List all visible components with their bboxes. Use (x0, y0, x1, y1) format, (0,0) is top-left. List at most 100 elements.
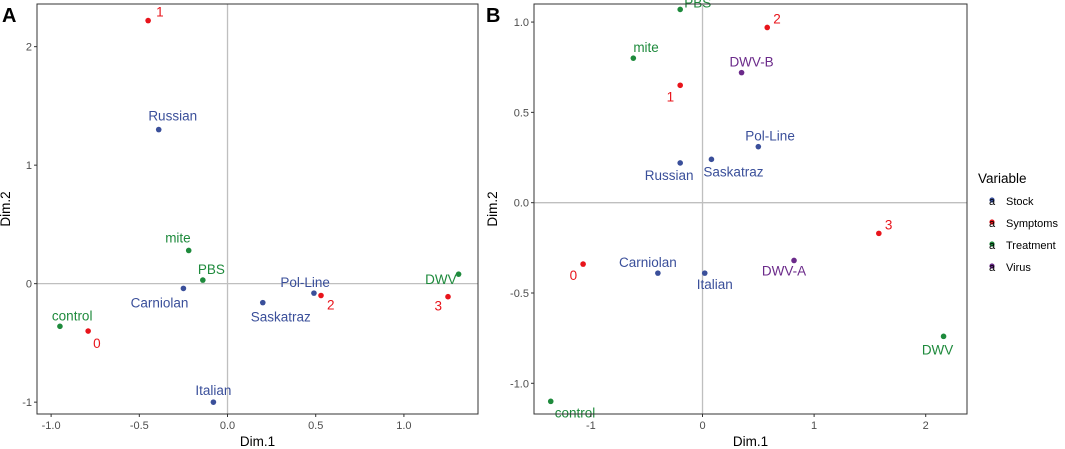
panel-b-point-label-3: 3 (885, 217, 893, 232)
panel-a-point-saskatraz (259, 299, 266, 306)
panel-a-point-3 (445, 293, 451, 300)
panel-a-x-ticks: -1.0 -0.5 0.0 0.5 1.0 (42, 414, 412, 432)
panel-b-point-italian (701, 270, 708, 276)
panel-a-point-0 (85, 328, 91, 334)
panel-b-y-axis-title: Dim.2 (485, 191, 500, 226)
panel-a-point-control (57, 323, 63, 330)
panel-b-points: PBS 2 mite DWV-B 1 Pol-Line Russian Saskatraz 3 0… (547, 0, 954, 420)
panel-a-point-label-0: 0 (93, 336, 101, 351)
panel-b-point-label-pbs: PBS (684, 0, 711, 10)
legend-key-stock (989, 197, 995, 203)
panel-a-point-label-italian: Italian (195, 383, 231, 398)
panel-b-x-tick-label: 0 (699, 420, 705, 432)
panel-a-point-pol-line (311, 290, 317, 296)
panel-a-point-label-carniolan: Carniolan (131, 295, 189, 310)
panel-b-y-tick-label: 1.0 (514, 17, 529, 29)
legend-label-symptoms: Symptoms (1006, 218, 1058, 230)
panel-a-point-russian (155, 126, 162, 133)
panel-b-point-control (547, 398, 554, 405)
panel-b-point-dwv-b (738, 69, 745, 76)
panel-a-point-label-dwv: DWV (425, 272, 457, 287)
legend-glyph-symptoms: a (989, 218, 996, 230)
panel-b-point-label-russian: Russian (645, 168, 694, 183)
panel-a-y-tick-label: -1 (22, 397, 32, 409)
panel-a-point-2 (318, 292, 324, 299)
panel-b-frame (533, 3, 968, 415)
panel-b-point-label-0: 0 (570, 268, 578, 283)
panel-a-point-label-saskatraz: Saskatraz (251, 310, 311, 325)
panel-a-x-tick-label: 0.5 (308, 420, 323, 432)
panel-a-x-tick-label: 1.0 (396, 420, 411, 432)
panel-a-point-dwv (455, 271, 462, 277)
panel-a-point-pbs (200, 277, 206, 283)
panel-b-y-tick-label: 0.5 (514, 107, 529, 119)
panel-b-point-saskatraz (708, 156, 715, 163)
panel-a-point-label-control: control (52, 308, 93, 323)
panel-b-point-label-2: 2 (773, 11, 781, 26)
panel-b-point-dwv (940, 333, 947, 340)
legend-glyph-stock: a (989, 196, 996, 208)
legend-label-treatment: Treatment (1006, 240, 1056, 252)
legend-glyph-virus: a (989, 262, 996, 274)
panel-b-point-carniolan (655, 270, 661, 276)
panel-b-point-label-italian: Italian (697, 277, 733, 292)
panel-b-point-label-pol-line: Pol-Line (745, 129, 795, 144)
panel-b-point-1 (677, 82, 683, 89)
panel-b-tag: B (486, 5, 500, 27)
panel-a-point-label-2: 2 (327, 298, 335, 313)
panel-b-point-label-control: control (555, 405, 596, 420)
panel-a-x-axis-title: Dim.1 (240, 434, 275, 449)
panel-a-y-ticks: -1 0 1 2 (22, 42, 37, 409)
panel-a-point-italian (210, 399, 217, 405)
panel-a-point-label-pbs: PBS (198, 262, 225, 277)
panel-b-point-0 (580, 261, 586, 267)
panel-b: B PBS 2 mite DWV-B 1 Pol-Line Russian Saskatraz… (485, 0, 968, 449)
panel-a-x-tick-label: 0.0 (220, 420, 235, 432)
legend-title: Variable (978, 171, 1027, 186)
panel-a-point-1 (145, 17, 151, 24)
panel-b-point-pbs (677, 6, 683, 13)
legend-key-virus (989, 263, 995, 269)
panel-b-y-tick-label: -1.0 (510, 378, 529, 390)
panel-b-x-tick-label: 1 (811, 420, 817, 432)
panel-b-point-label-dwv-a: DWV-A (762, 263, 806, 278)
panel-a-point-label-russian: Russian (148, 109, 197, 124)
panel-a-x-tick-label: -0.5 (130, 420, 149, 432)
panel-b-point-label-dwv: DWV (922, 342, 954, 357)
panel-b-point-pol-line (755, 143, 762, 150)
panel-b-y-ticks: -1.0 -0.5 0.0 0.5 1.0 (510, 17, 534, 390)
panel-a-tag: A (2, 5, 16, 27)
panel-b-point-label-carniolan: Carniolan (619, 255, 677, 270)
panel-b-point-3 (876, 230, 882, 237)
panel-b-point-label-dwv-b: DWV-B (729, 55, 773, 70)
panel-b-x-tick-label: -1 (586, 420, 596, 432)
panel-b-x-tick-label: 2 (923, 420, 929, 432)
panel-a-point-label-pol-line: Pol-Line (280, 275, 330, 290)
panel-a: A 1 Russian mite PBS Carniolan Pol-Line 2 Saska… (0, 3, 479, 449)
legend-label-stock: Stock (1006, 196, 1034, 208)
panel-b-zero-lines (534, 4, 967, 414)
panel-b-y-tick-label: 0.0 (514, 198, 529, 210)
legend-key-treatment (989, 241, 995, 247)
panel-a-frame (36, 3, 479, 415)
legend-label-virus: Virus (1006, 262, 1031, 274)
panel-a-points: 1 Russian mite PBS Carniolan Pol-Line 2 Saskatr… (52, 5, 462, 405)
panel-b-y-tick-label: -0.5 (510, 288, 529, 300)
panel-a-y-tick-label: 2 (26, 42, 32, 54)
panel-b-x-axis-title: Dim.1 (733, 434, 768, 449)
panel-b-point-2 (764, 24, 771, 31)
panel-b-point-label-1: 1 (667, 89, 675, 104)
legend-key-symptoms (989, 219, 995, 225)
panel-a-y-tick-label: 0 (26, 279, 32, 291)
panel-b-point-mite (630, 55, 637, 61)
panel-b-point-label-saskatraz: Saskatraz (703, 164, 763, 179)
legend-glyph-treatment: a (989, 240, 996, 252)
panel-a-y-axis-title: Dim.2 (0, 191, 13, 226)
panel-b-point-dwv-a (791, 257, 797, 264)
panel-a-y-tick-label: 1 (26, 160, 32, 172)
panel-a-point-label-mite: mite (165, 230, 191, 245)
panel-a-point-label-1: 1 (156, 5, 164, 20)
panel-b-point-label-mite: mite (633, 40, 659, 55)
